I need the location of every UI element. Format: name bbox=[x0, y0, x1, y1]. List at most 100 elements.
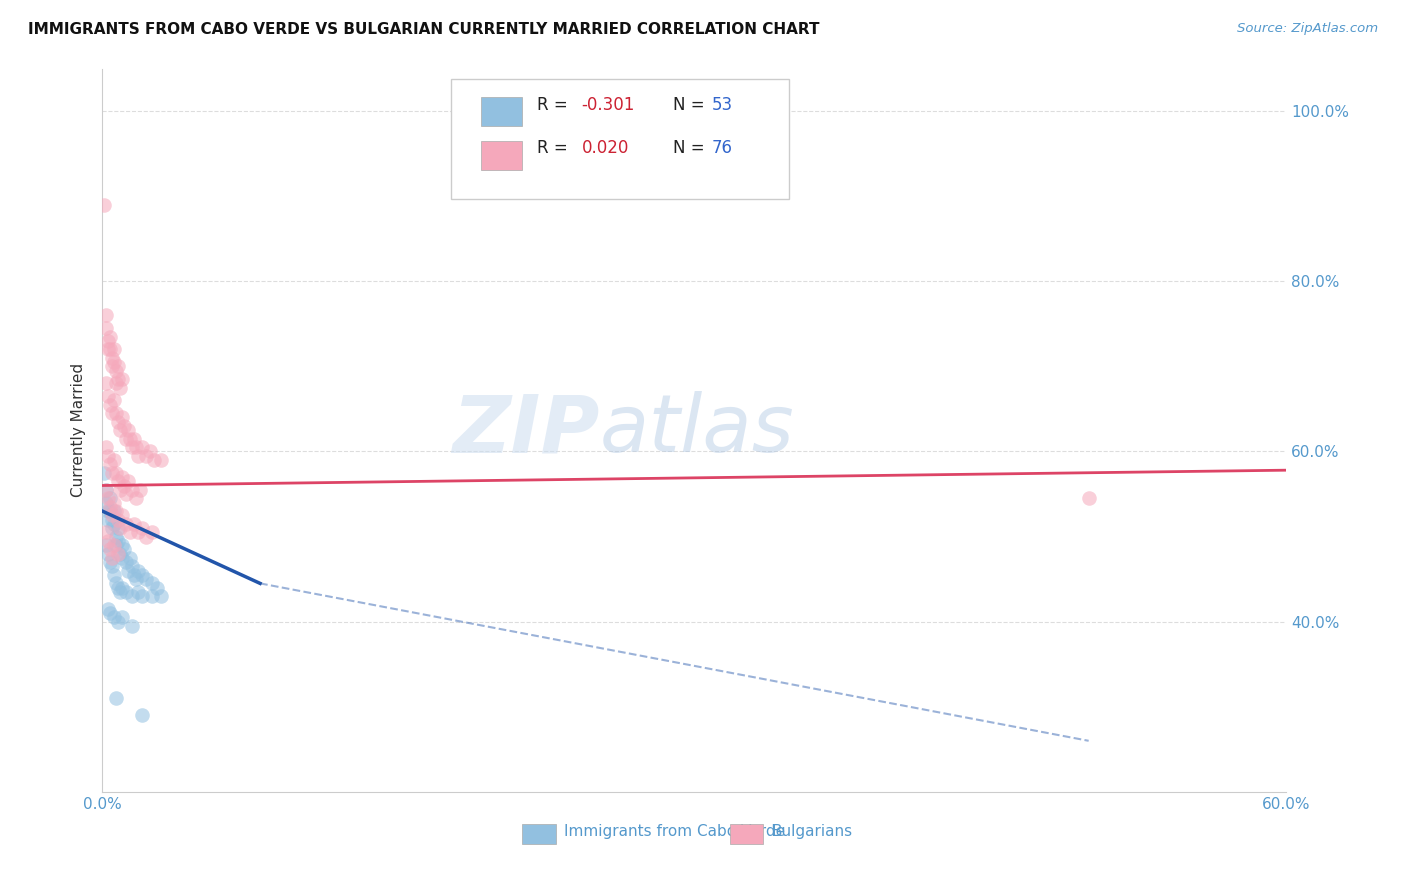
Point bbox=[93, 197, 115, 211]
Text: 76: 76 bbox=[711, 139, 733, 157]
Point bbox=[135, 449, 157, 463]
Point bbox=[121, 440, 143, 454]
Point bbox=[131, 440, 153, 454]
Point bbox=[107, 581, 129, 595]
Point bbox=[122, 567, 145, 582]
Point bbox=[108, 423, 131, 437]
Point bbox=[117, 423, 139, 437]
Point bbox=[97, 512, 120, 526]
Point bbox=[107, 521, 129, 535]
Text: Source: ZipAtlas.com: Source: ZipAtlas.com bbox=[1237, 22, 1378, 36]
Point bbox=[117, 475, 139, 489]
Point bbox=[98, 329, 121, 343]
Point bbox=[98, 398, 121, 412]
Point bbox=[146, 581, 169, 595]
Point bbox=[115, 516, 138, 531]
Point bbox=[105, 504, 128, 518]
Point bbox=[105, 576, 128, 591]
Point bbox=[105, 406, 128, 420]
Point bbox=[107, 359, 129, 374]
Point bbox=[127, 525, 149, 540]
Point bbox=[98, 542, 121, 557]
Text: Immigrants from Cabo Verde: Immigrants from Cabo Verde bbox=[564, 824, 785, 839]
Point bbox=[125, 440, 148, 454]
Point bbox=[125, 491, 148, 506]
Point bbox=[101, 351, 124, 365]
Point bbox=[101, 406, 124, 420]
Point bbox=[107, 615, 129, 629]
Point bbox=[97, 334, 120, 348]
Text: atlas: atlas bbox=[599, 392, 794, 469]
Point bbox=[101, 559, 124, 574]
Point bbox=[141, 589, 163, 603]
Point bbox=[108, 585, 131, 599]
Point bbox=[98, 504, 121, 518]
Point bbox=[101, 521, 124, 535]
Point bbox=[96, 321, 118, 335]
Point bbox=[112, 478, 135, 492]
Point bbox=[111, 550, 134, 565]
Point bbox=[108, 521, 131, 535]
Point bbox=[107, 372, 129, 386]
Point bbox=[101, 508, 124, 523]
Point bbox=[128, 483, 150, 497]
Point bbox=[96, 440, 118, 454]
Point bbox=[96, 538, 118, 552]
Point bbox=[131, 567, 153, 582]
Point bbox=[115, 487, 138, 501]
Point bbox=[96, 483, 118, 497]
Point bbox=[97, 449, 120, 463]
Y-axis label: Currently Married: Currently Married bbox=[72, 363, 86, 497]
Point bbox=[135, 530, 157, 544]
Point bbox=[98, 457, 121, 471]
Point bbox=[103, 393, 125, 408]
Point bbox=[105, 530, 128, 544]
Point bbox=[93, 466, 115, 480]
Point bbox=[98, 491, 121, 506]
Point bbox=[131, 708, 153, 723]
Text: IMMIGRANTS FROM CABO VERDE VS BULGARIAN CURRENTLY MARRIED CORRELATION CHART: IMMIGRANTS FROM CABO VERDE VS BULGARIAN … bbox=[28, 22, 820, 37]
Point bbox=[97, 547, 120, 561]
Point bbox=[150, 453, 173, 467]
Point bbox=[107, 475, 129, 489]
Point bbox=[101, 550, 124, 565]
Point bbox=[105, 538, 128, 552]
Point bbox=[111, 581, 134, 595]
Point bbox=[103, 495, 125, 509]
Point bbox=[107, 547, 129, 561]
Point bbox=[107, 533, 129, 548]
Point bbox=[108, 381, 131, 395]
Point bbox=[131, 521, 153, 535]
Point bbox=[103, 355, 125, 369]
Point bbox=[103, 538, 125, 552]
Point bbox=[125, 572, 148, 586]
Point bbox=[118, 525, 141, 540]
Point bbox=[96, 525, 118, 540]
Point bbox=[98, 606, 121, 620]
Point bbox=[108, 547, 131, 561]
Point bbox=[98, 500, 121, 514]
Point bbox=[108, 483, 131, 497]
Point bbox=[107, 512, 129, 526]
Point bbox=[141, 525, 163, 540]
Text: -0.301: -0.301 bbox=[582, 95, 636, 113]
Point bbox=[111, 470, 134, 484]
Text: 0.020: 0.020 bbox=[582, 139, 628, 157]
Point bbox=[121, 619, 143, 633]
Point bbox=[122, 516, 145, 531]
FancyBboxPatch shape bbox=[730, 823, 762, 844]
Point bbox=[112, 419, 135, 434]
Point bbox=[121, 589, 143, 603]
Point bbox=[127, 585, 149, 599]
Point bbox=[112, 542, 135, 557]
Point bbox=[115, 555, 138, 569]
Point bbox=[103, 504, 125, 518]
FancyBboxPatch shape bbox=[523, 823, 555, 844]
Point bbox=[117, 564, 139, 578]
Text: R =: R = bbox=[537, 139, 572, 157]
Point bbox=[98, 555, 121, 569]
Point bbox=[111, 372, 134, 386]
Point bbox=[118, 432, 141, 446]
Point bbox=[121, 559, 143, 574]
Point bbox=[96, 308, 118, 322]
